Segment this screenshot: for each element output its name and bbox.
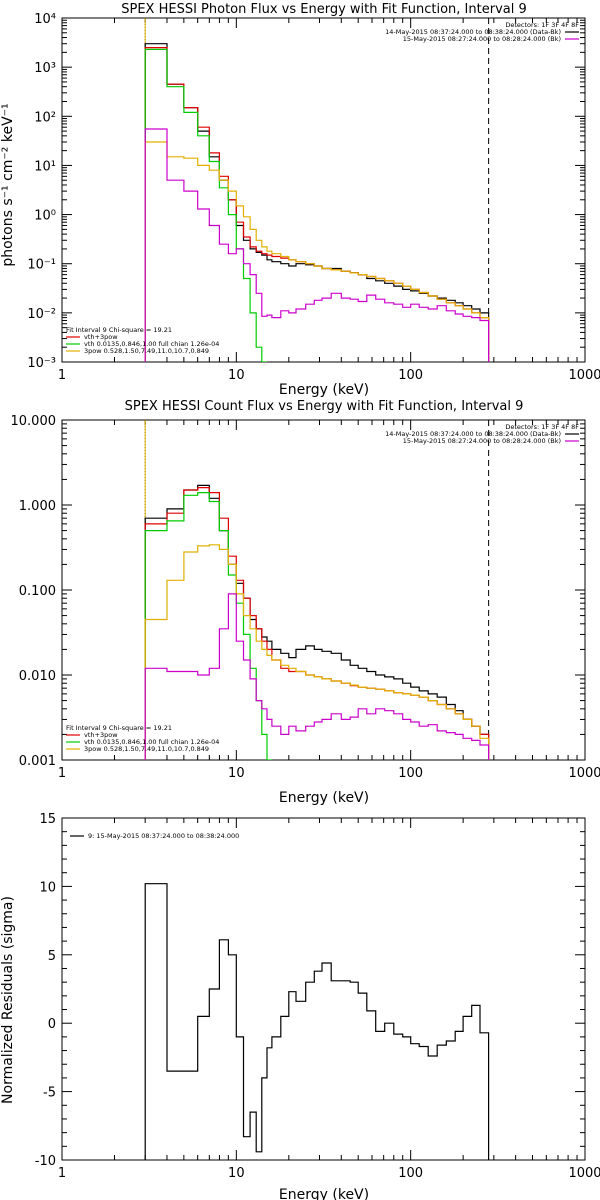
legend-bottom-entry: vth 0.0135,0.846,1.00 full chian 1.26e-0… bbox=[84, 738, 219, 746]
y-tick-label: 10⁰ bbox=[34, 209, 56, 224]
y-tick-label: 10¹ bbox=[34, 159, 56, 174]
plot-frame bbox=[61, 419, 586, 761]
series-bk bbox=[144, 128, 490, 362]
legend-bottom-entry: vth 0.0135,0.846,1.00 full chian 1.26e-0… bbox=[84, 340, 219, 348]
series-bk bbox=[144, 593, 490, 760]
legend-top-entry: 15-May-2015 08:27:24.000 to 08:28:24.000… bbox=[403, 437, 561, 445]
count-flux-panel: SPEX HESSI Count Flux vs Energy with Fit… bbox=[11, 399, 600, 806]
legend-bottom-entry: vth+3pow bbox=[84, 731, 118, 739]
photon-flux-title: SPEX HESSI Photon Flux vs Energy with Fi… bbox=[121, 2, 527, 17]
y-tick-label: 0.010 bbox=[19, 669, 56, 684]
y-tick-label: 1.000 bbox=[19, 499, 56, 514]
count-flux-title: SPEX HESSI Count Flux vs Energy with Fit… bbox=[125, 399, 524, 414]
legend-bottom-entry: 3pow 0.528,1.50,7.49,11.0,10.7,0.849 bbox=[84, 745, 209, 753]
series-3pow bbox=[144, 141, 490, 362]
legend-top-entry: 14-May-2015 08:37:24.000 to 08:38:24.000… bbox=[385, 430, 561, 438]
legend-bottom-entry: Fit Interval 9 Chi-square = 19.21 bbox=[66, 326, 172, 334]
y-tick-label: 10⁴ bbox=[34, 12, 56, 27]
y-tick-label: 10⁻¹ bbox=[27, 258, 56, 273]
y-tick-label: 0.100 bbox=[19, 584, 56, 599]
legend-entry: 9: 15-May-2015 08:37:24.000 to 08:38:24.… bbox=[88, 832, 239, 840]
x-tick-label: 1000 bbox=[568, 1166, 600, 1181]
residuals-xlabel: Energy (keV) bbox=[279, 1187, 369, 1200]
legend-top-entry: Detectors: 1F 3F 4F 8F bbox=[505, 423, 579, 431]
series-data-bk bbox=[144, 484, 490, 760]
legend-bottom-entry: vth+3pow bbox=[84, 333, 118, 341]
legend-top-entry: Detectors: 1F 3F 4F 8F bbox=[505, 21, 579, 29]
residuals-panel: Energy (keV) Normalized Residuals (sigma… bbox=[0, 812, 600, 1200]
x-tick-label: 1 bbox=[58, 1166, 66, 1181]
x-tick-label: 10 bbox=[228, 368, 245, 383]
series-vth-3pow bbox=[144, 487, 490, 760]
y-tick-label: 10² bbox=[34, 110, 56, 125]
y-tick-label: 10⁻³ bbox=[27, 356, 56, 371]
residuals-ylabel: Normalized Residuals (sigma) bbox=[0, 896, 16, 1104]
x-tick-label: 1 bbox=[58, 766, 66, 781]
x-tick-label: 100 bbox=[398, 1166, 423, 1181]
y-tick-label: 10⁻² bbox=[27, 307, 56, 322]
legend-bottom-entry: 3pow 0.528,1.50,7.49,11.0,10.7,0.849 bbox=[84, 347, 209, 355]
photon-flux-ylabel: photons s⁻¹ cm⁻² keV⁻¹ bbox=[0, 103, 16, 266]
y-tick-label: -5 bbox=[43, 1086, 56, 1101]
legend-top-entry: 14-May-2015 08:37:24.000 to 08:38:24.000… bbox=[385, 28, 561, 36]
x-tick-label: 1 bbox=[58, 368, 66, 383]
x-tick-label: 1000 bbox=[568, 368, 600, 383]
series-3pow bbox=[144, 544, 490, 760]
x-tick-label: 10 bbox=[228, 1166, 245, 1181]
series-vth bbox=[144, 48, 267, 362]
y-tick-label: -10 bbox=[35, 1154, 56, 1169]
series-vth-3pow bbox=[144, 47, 490, 362]
y-tick-label: 0.001 bbox=[19, 754, 56, 769]
x-tick-label: 1000 bbox=[568, 766, 600, 781]
y-tick-label: 10.000 bbox=[11, 414, 57, 429]
plot-frame bbox=[61, 17, 586, 363]
photon-flux-panel: SPEX HESSI Photon Flux vs Energy with Fi… bbox=[0, 2, 600, 398]
series-9-15-may-2015-08-37-24-000-to-08-38-24-000 bbox=[144, 883, 490, 1160]
x-tick-label: 10 bbox=[228, 766, 245, 781]
photon-flux-xlabel: Energy (keV) bbox=[279, 382, 369, 398]
count-flux-xlabel: Energy (keV) bbox=[279, 790, 369, 806]
y-tick-label: 10³ bbox=[34, 61, 56, 76]
legend-top-entry: 15-May-2015 08:27:24.000 to 08:28:24.000… bbox=[403, 35, 561, 43]
plot-frame bbox=[61, 817, 586, 1161]
y-tick-label: 10 bbox=[39, 880, 56, 895]
y-tick-label: 0 bbox=[48, 1017, 56, 1032]
x-tick-label: 100 bbox=[398, 766, 423, 781]
series-vth bbox=[144, 492, 272, 760]
y-tick-label: 5 bbox=[48, 949, 56, 964]
x-tick-label: 100 bbox=[398, 368, 423, 383]
series-data-bk bbox=[144, 43, 490, 362]
legend-bottom-entry: Fit Interval 9 Chi-square = 19.21 bbox=[66, 724, 172, 732]
y-tick-label: 15 bbox=[39, 812, 56, 827]
